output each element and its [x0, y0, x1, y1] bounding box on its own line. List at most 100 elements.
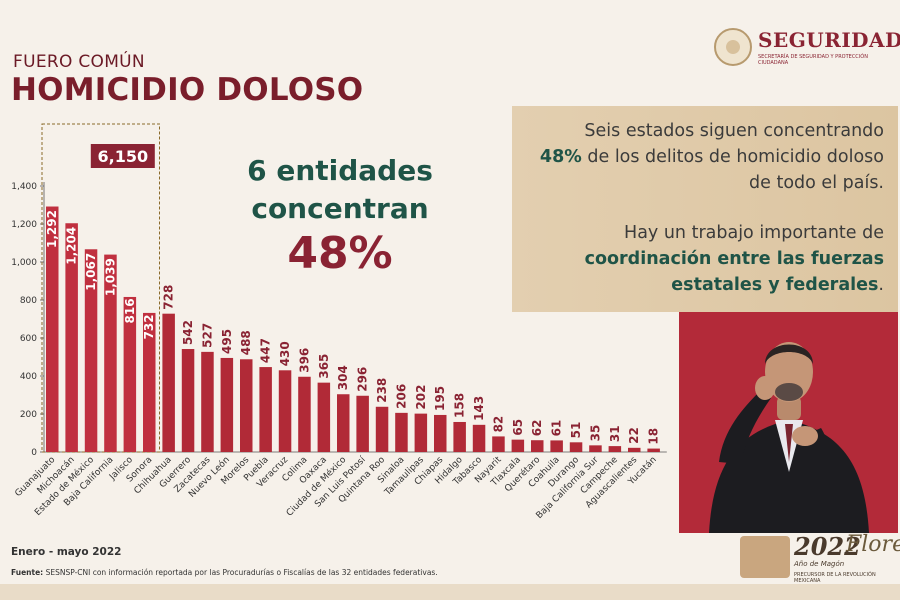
y-tick-label: 800: [20, 296, 37, 306]
bar: [395, 412, 408, 452]
bar: [569, 442, 583, 452]
bar-value-label: 62: [530, 420, 544, 437]
note-box: Seis estados siguen concentrando 48% de …: [512, 106, 898, 312]
logo-subtitle: SECRETARÍA DE SEGURIDAD Y PROTECCIÓN CIU…: [758, 54, 868, 66]
bar: [46, 206, 59, 452]
ribbon-caption: Año de Magón: [794, 560, 845, 568]
bar-value-label: 732: [142, 314, 156, 339]
bar: [550, 440, 563, 452]
bar: [298, 376, 311, 452]
note-1-text-a: Seis estados siguen concentrando: [584, 121, 884, 141]
note-1-text-b: de los delitos de homicidio doloso de to…: [587, 147, 884, 193]
bar: [589, 445, 602, 452]
magon-portrait-icon: [740, 536, 790, 578]
note-paragraph-1: Seis estados siguen concentrando 48% de …: [524, 118, 884, 196]
highlight-percent: 48%: [287, 228, 393, 279]
bar-value-label: 542: [181, 320, 195, 345]
note-paragraph-2: Hay un trabajo importante de coordinació…: [524, 220, 884, 298]
y-tick-label: 200: [20, 410, 37, 420]
y-tick-label: 1,200: [11, 220, 37, 230]
bar-value-label: 195: [433, 386, 447, 411]
y-tick-label: 1,000: [11, 258, 37, 268]
bar: [356, 395, 369, 452]
highlight-group-box: [41, 123, 160, 453]
bar-value-label: 202: [414, 385, 428, 410]
bar-value-label: 1,204: [65, 227, 79, 265]
bar: [84, 249, 98, 452]
bar-value-label: 143: [472, 396, 486, 421]
sign-language-interpreter-video: [679, 312, 898, 533]
ribbon-name: Flores: [846, 532, 900, 557]
bar: [162, 313, 175, 452]
bar-value-label: 35: [588, 425, 602, 442]
logo-name: SEGURIDAD: [758, 28, 900, 52]
bar: [65, 223, 78, 452]
note-1-highlight: 48%: [539, 147, 582, 167]
page-title: HOMICIDIO DOLOSO: [11, 72, 364, 108]
section-kicker: FUERO COMÚN: [13, 52, 145, 72]
bar-value-label: 495: [220, 329, 234, 354]
coat-of-arms-icon: [714, 28, 752, 66]
bar-value-label: 158: [453, 393, 467, 418]
ribbon-subtitle: PRECURSOR DE LA REVOLUCIÓN MEXICANA: [794, 572, 876, 584]
bar: [337, 394, 350, 452]
period-label: Enero - mayo 2022: [11, 546, 122, 558]
bar-value-label: 1,039: [103, 258, 117, 296]
bar-value-label: 527: [200, 323, 214, 348]
note-2-text-b: .: [878, 275, 884, 295]
bar-value-label: 238: [375, 378, 389, 403]
bar: [414, 413, 428, 452]
highlight-total-badge: [90, 144, 155, 168]
source-text: SESNSP-CNI con información reportada por…: [45, 568, 438, 577]
source-label: Fuente:: [11, 568, 44, 577]
bar-value-label: 488: [239, 330, 253, 355]
bar: [472, 424, 486, 452]
bar-value-label: 51: [569, 422, 583, 439]
bar: [104, 254, 117, 452]
bar: [181, 349, 195, 452]
bar: [240, 359, 253, 452]
highlight-line-2: concentran: [251, 192, 429, 225]
bar-value-label: 31: [608, 425, 622, 442]
note-2-highlight: coordinación entre las fuerzas estatales…: [584, 249, 884, 295]
seguridad-logo: SEGURIDAD SECRETARÍA DE SEGURIDAD Y PROT…: [714, 26, 900, 72]
bar: [453, 421, 466, 452]
y-tick-label: 0: [31, 448, 37, 458]
bar: [628, 447, 641, 452]
highlight-total-label: 6,150: [97, 147, 148, 166]
source-note: Fuente: SESNSP-CNI con información repor…: [11, 568, 438, 577]
bar-value-label: 447: [259, 338, 273, 363]
note-2-text-a: Hay un trabajo importante de: [624, 223, 884, 243]
footer-bar: [0, 584, 900, 600]
bar-value-label: 18: [647, 428, 661, 445]
bar: [278, 370, 292, 452]
bar: [608, 446, 622, 452]
highlight-line-1: 6 entidades: [247, 154, 433, 187]
y-tick-label: 600: [20, 334, 37, 344]
bar: [375, 406, 389, 452]
bar-value-label: 304: [336, 365, 350, 390]
bar: [220, 357, 234, 452]
bar: [143, 312, 156, 452]
bar: [531, 440, 544, 452]
bar: [317, 382, 331, 452]
bar-value-label: 728: [162, 285, 176, 310]
interpreter-figure-icon: [709, 342, 869, 533]
bar-value-label: 1,067: [84, 253, 98, 291]
bar: [647, 448, 660, 452]
bar-value-label: 61: [550, 420, 564, 437]
bar-value-label: 365: [317, 354, 331, 379]
bar-value-label: 1,292: [45, 210, 59, 248]
ribbon-year: 2022: [794, 532, 861, 561]
bar: [492, 436, 505, 452]
homicide-bar-chart: 02004006008001,0001,2001,4006,1501,292Gu…: [11, 123, 667, 521]
bar-value-label: 22: [627, 427, 641, 444]
bar-value-label: 396: [297, 348, 311, 373]
highlight-text: 6 entidades concentran: [236, 152, 444, 228]
bar-value-label: 65: [511, 419, 525, 436]
bar: [123, 296, 137, 452]
y-tick-label: 1,400: [11, 182, 37, 192]
bar: [434, 414, 447, 452]
bar-value-label: 82: [491, 416, 505, 433]
